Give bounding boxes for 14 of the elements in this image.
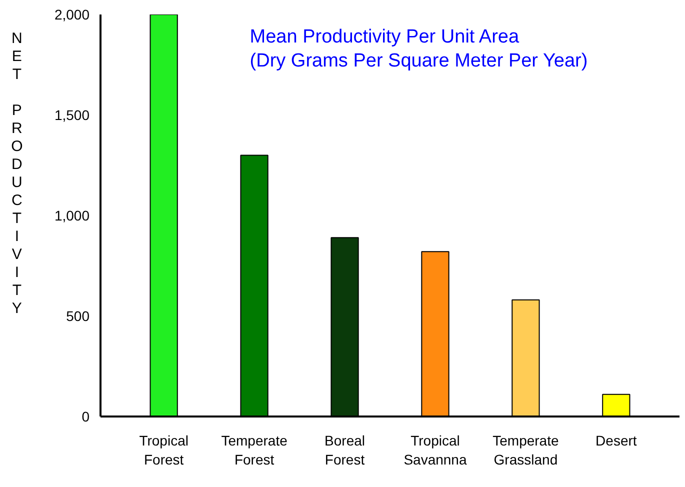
y-axis-title: NET PRODUCTIVITY (7, 30, 26, 318)
x-tick-label: Boreal Forest (324, 432, 365, 468)
text: Mean Productivity Per Unit Area (250, 26, 520, 48)
y-tick-label: 1,500 (54, 107, 90, 123)
y-tick-label: 500 (66, 308, 90, 324)
x-tick-label: Desert (596, 432, 637, 448)
x-tick-label: Temperate Forest (221, 432, 288, 468)
y-tick-label: 0 (82, 408, 90, 424)
y-tick-label: 2,000 (54, 6, 90, 22)
x-tick-label: Tropical Forest (139, 432, 188, 468)
x-tick-label: Tropical Savannna (404, 432, 467, 468)
y-tick-label: 1,000 (54, 208, 90, 224)
text: (Dry Grams Per Square Meter Per Year) (250, 50, 588, 72)
x-tick-label: Temperate Grassland (492, 432, 559, 468)
